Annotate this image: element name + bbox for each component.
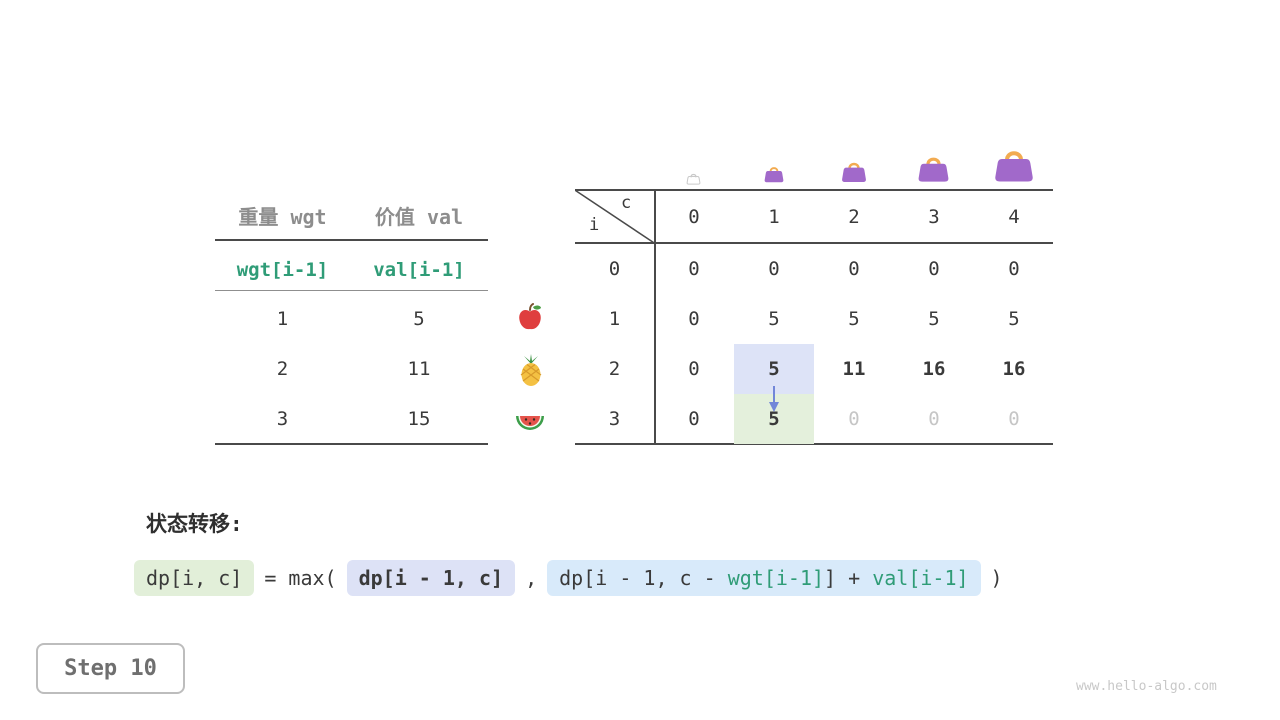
dp-row-headers: 0 1 2 3 [575, 244, 654, 444]
items-table-top-divider [215, 239, 488, 241]
dp-row-header-3: 3 [608, 408, 621, 430]
dp-row-header-2: 2 [608, 358, 621, 380]
item-3-value: 15 [407, 408, 431, 430]
dp-row-header-0: 0 [608, 258, 621, 280]
items-subheader-val: val[i-1] [373, 259, 465, 281]
step-badge-label: Step 10 [64, 656, 157, 681]
dp-row-header-1: 1 [608, 308, 621, 330]
dp-cell-r1c0: 0 [688, 308, 700, 330]
dp-column-headers: 0 1 2 3 4 [654, 190, 1054, 243]
item-2-value: 11 [407, 358, 431, 380]
dp-cell-r1c1: 5 [768, 308, 780, 330]
dp-cell-r1c2: 5 [848, 308, 860, 330]
items-col-header-weight: 重量 wgt [238, 204, 327, 229]
dp-cell-r0c2: 0 [848, 258, 860, 280]
dp-cell-grid: 0 0 0 0 0 0 5 5 5 5 0 5 11 16 16 0 5 0 0… [654, 244, 1054, 444]
dp-cell-r0c4: 0 [1008, 258, 1020, 280]
items-table-subheader: wgt[i-1] val[i-1] [215, 252, 488, 288]
item-1-weight: 1 [276, 308, 289, 330]
dp-table-header-divider [575, 242, 1053, 244]
dp-col-header-1: 1 [768, 205, 780, 228]
dp-col-header-4: 4 [1008, 205, 1020, 228]
items-subheader-wgt: wgt[i-1] [236, 259, 329, 281]
dp-cell-r3c3: 0 [928, 408, 940, 430]
items-table-bottom-divider [215, 443, 488, 445]
step-badge: Step 10 [36, 643, 185, 694]
formula-comma: , [525, 566, 538, 590]
dp-col-header-3: 3 [928, 205, 940, 228]
formula-arg2-chip: dp[i - 1, c - wgt[i-1]] + val[i-1] [547, 560, 981, 596]
dp-corner-row-var: i [589, 215, 600, 235]
dp-cell-r2c2: 11 [842, 358, 866, 380]
bag-icon-capacity-1 [763, 165, 785, 187]
dp-cell-r2c0: 0 [688, 358, 700, 380]
formula-lhs-chip: dp[i, c] [134, 560, 255, 596]
item-2-weight: 2 [276, 358, 289, 380]
pineapple-icon [518, 354, 544, 391]
dp-cell-r3c0: 0 [688, 408, 700, 430]
watermark: www.hello-algo.com [1076, 679, 1217, 694]
dp-cell-r0c3: 0 [928, 258, 940, 280]
formula-equals-max: = max( [264, 566, 337, 590]
dp-table-bottom-border [575, 443, 1053, 445]
dp-cell-r2c3: 16 [922, 358, 946, 380]
dp-corner-diagonal [575, 189, 654, 247]
formula-arg2-mid: ] + [824, 566, 873, 590]
bag-icon-capacity-2 [840, 160, 868, 187]
formula-arg2-wgt: wgt[i-1] [727, 566, 825, 590]
dp-cell-r3c1-target-highlight: 5 [734, 394, 814, 444]
items-col-header-value: 价值 val [374, 204, 464, 229]
dp-table-top-border [575, 189, 1053, 191]
dp-cell-r3c4: 0 [1008, 408, 1020, 430]
formula-arg2-prefix: dp[i - 1, c - [559, 566, 728, 590]
items-table-mid-divider [215, 290, 488, 291]
dp-cell-r0c0: 0 [688, 258, 700, 280]
dp-cell-r2c4: 16 [1002, 358, 1026, 380]
state-transition-formula: dp[i, c] = max( dp[i - 1, c] , dp[i - 1,… [134, 560, 1003, 596]
items-table-body: 1 5 2 11 3 15 [215, 294, 488, 444]
dp-table-left-divider [654, 190, 656, 444]
formula-arg1-chip: dp[i - 1, c] [346, 560, 516, 596]
dp-col-header-2: 2 [848, 205, 860, 228]
dp-cell-r1c3: 5 [928, 308, 940, 330]
item-1-value: 5 [413, 308, 425, 330]
dp-corner-col-var: c [621, 193, 632, 213]
bag-icon-capacity-4 [992, 147, 1036, 187]
watermelon-icon [514, 408, 546, 438]
bag-icon-capacity-3 [916, 154, 951, 187]
dp-cell-r3c2: 0 [848, 408, 860, 430]
apple-icon [517, 303, 543, 335]
dp-cell-r2c1-source-highlight: 5 [734, 344, 814, 394]
items-table-header: 重量 wgt 价值 val [215, 194, 488, 236]
dp-col-header-0: 0 [688, 205, 700, 228]
item-3-weight: 3 [276, 408, 289, 430]
state-transition-label: 状态转移: [146, 512, 243, 536]
dp-cell-r0c1: 0 [768, 258, 780, 280]
formula-arg2-val: val[i-1] [872, 566, 969, 590]
formula-close-paren: ) [990, 566, 1003, 590]
transition-arrow-icon [767, 385, 781, 417]
dp-cell-r1c4: 5 [1008, 308, 1020, 330]
bag-icon-capacity-0 [686, 170, 701, 189]
